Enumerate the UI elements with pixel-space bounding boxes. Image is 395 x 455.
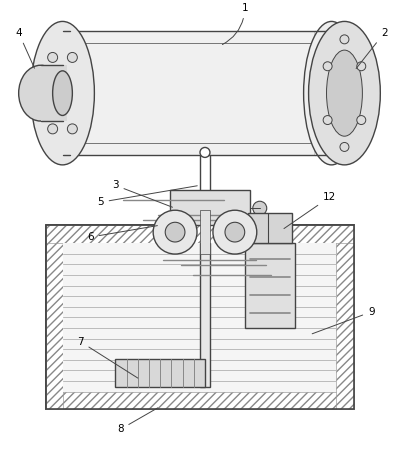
Text: 4: 4 xyxy=(15,28,34,68)
Text: 8: 8 xyxy=(117,408,158,435)
Text: 12: 12 xyxy=(284,192,336,228)
Circle shape xyxy=(323,116,332,125)
Circle shape xyxy=(165,222,185,242)
Bar xyxy=(41,65,67,121)
Circle shape xyxy=(357,62,366,71)
Circle shape xyxy=(48,124,58,134)
Text: 3: 3 xyxy=(112,180,173,207)
Text: 6: 6 xyxy=(87,226,157,242)
Bar xyxy=(45,225,354,410)
Text: 1: 1 xyxy=(222,3,248,45)
Bar xyxy=(62,31,70,156)
Circle shape xyxy=(68,52,77,62)
Circle shape xyxy=(323,62,332,71)
Ellipse shape xyxy=(308,21,380,165)
Bar xyxy=(64,243,337,392)
Ellipse shape xyxy=(31,21,94,165)
Bar xyxy=(45,225,64,410)
Text: 9: 9 xyxy=(312,307,375,334)
Bar xyxy=(248,213,292,243)
Bar xyxy=(170,190,250,225)
Bar xyxy=(337,225,354,410)
Circle shape xyxy=(153,210,197,254)
Circle shape xyxy=(340,142,349,152)
Ellipse shape xyxy=(19,65,62,121)
Bar xyxy=(70,31,314,156)
Bar xyxy=(245,243,295,328)
Ellipse shape xyxy=(53,71,72,116)
Bar xyxy=(200,243,210,387)
Text: 7: 7 xyxy=(77,337,138,378)
Circle shape xyxy=(200,147,210,157)
Circle shape xyxy=(213,210,257,254)
Circle shape xyxy=(48,52,58,62)
Ellipse shape xyxy=(327,50,362,136)
Bar xyxy=(45,392,354,410)
Text: 5: 5 xyxy=(97,186,197,207)
Ellipse shape xyxy=(304,21,359,165)
Circle shape xyxy=(225,222,245,242)
Bar xyxy=(200,210,210,254)
Circle shape xyxy=(340,35,349,44)
Circle shape xyxy=(253,201,267,215)
Circle shape xyxy=(357,116,366,125)
Bar xyxy=(314,31,339,156)
Bar xyxy=(115,359,205,387)
Bar xyxy=(45,225,354,243)
Bar xyxy=(45,225,354,410)
Text: 2: 2 xyxy=(356,28,387,69)
Circle shape xyxy=(68,124,77,134)
